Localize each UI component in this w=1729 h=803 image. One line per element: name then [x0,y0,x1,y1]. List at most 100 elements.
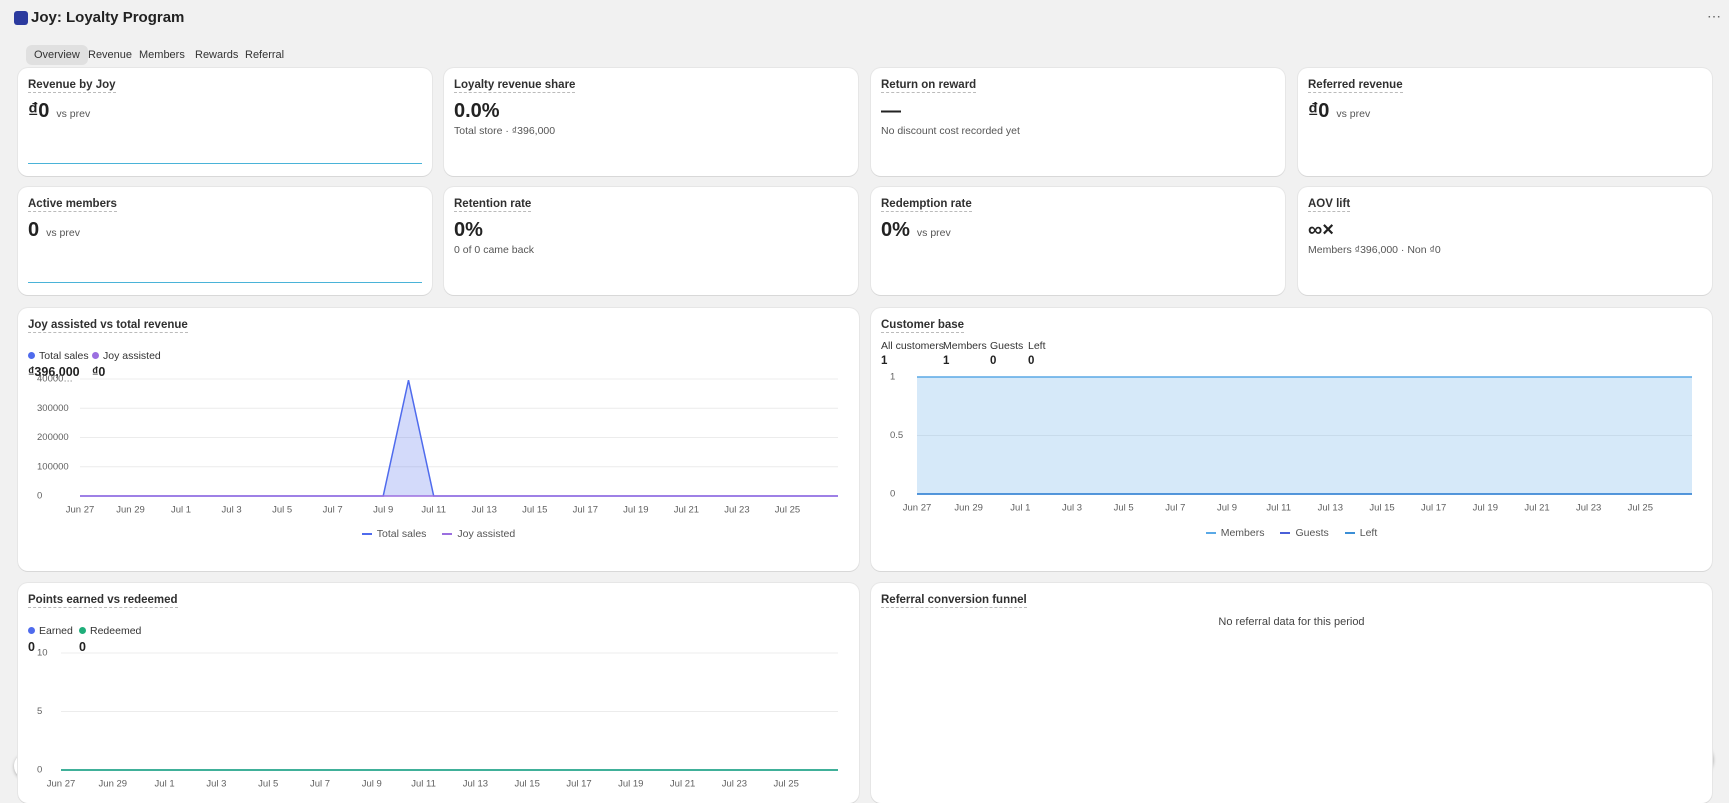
chart: 0 5 10 Jun 27 Jun 29 Jul 1 Jul 3 Jul 5 Jul 7 Jul … [37,648,838,790]
legend-label: Earned [39,625,73,637]
x-tick-label: Jun 29 [99,779,128,790]
tab[interactable]: Referral [245,49,285,61]
x-tick-label: Jul 17 [573,505,598,516]
sparkline [28,163,422,164]
y-tick-label: 300000 [37,403,69,414]
chart-title: Joy assisted vs total revenue [28,319,188,333]
x-tick-label: Jul 5 [258,779,278,790]
kpi-card: Active members 0 vs prev [18,187,432,295]
x-tick-label: Jun 27 [47,779,76,790]
legend-dot [92,352,99,359]
legend-dot [28,627,35,634]
x-tick-label: Jul 5 [1114,503,1134,514]
series-total: ₫0 [92,365,106,379]
x-tick-label: Jul 15 [1369,503,1394,514]
x-tick-label: Jul 7 [323,505,343,516]
legend-item: Total sales [28,350,89,362]
x-tick-label: Jul 5 [272,505,292,516]
tab[interactable]: Revenue [88,49,133,61]
x-tick-label: Jun 27 [66,505,95,516]
kpi-value: — [881,100,901,123]
sparkline [28,282,422,283]
x-tick-label: Jun 27 [903,503,932,514]
chart-card: Points earned vs redeemed Earned 0 Redeemed… [18,583,859,803]
x-tick-label: Jul 23 [722,779,747,790]
x-tick-label: Jul 19 [618,779,643,790]
kpi-title: Redemption rate [881,198,972,212]
kpi-card: Loyalty revenue share 0.0% Total store · ₫… [444,68,858,176]
x-tick-label: Jul 21 [674,505,699,516]
more-menu[interactable]: ⋯ [1707,8,1721,24]
stat-label: All customers [881,340,945,352]
legend-label: Members [1220,527,1265,539]
legend-label: Left [1359,527,1378,539]
x-tick-label: Jul 25 [774,779,799,790]
kpi-value: 0 vs prev [28,219,80,242]
kpi-title: Retention rate [454,198,532,212]
kpi-title: Return on reward [881,79,977,93]
x-tick-label: Jun 29 [954,503,983,514]
kpi-value: 0.0% [454,100,500,123]
stat-label: Guests [990,340,1024,352]
series-total: ₫396,000 [28,365,80,379]
y-tick-label: 5 [37,706,42,717]
x-tick-label: Jul 13 [1318,503,1343,514]
y-tick-label: 0.5 [890,430,903,441]
chart: 0 0.5 1 Jun 27 Jun 29 Jul 1 Jul 3 Jul 5 Jul 7 Jul… [890,372,1692,514]
kpi-value: 0% [454,219,483,242]
y-tick-label: 0 [37,491,42,502]
stat-label: Left [1028,340,1046,352]
kpi-note: No discount cost recorded yet [881,125,1020,137]
chart-title: Customer base [881,319,965,333]
stat-value: 1 [881,355,888,367]
x-tick-label: Jul 23 [724,505,749,516]
x-tick-label: Jul 7 [310,779,330,790]
kpi-suffix: vs prev [1336,108,1371,120]
y-tick-label: 0 [890,489,895,500]
x-tick-label: Jul 17 [566,779,591,790]
legend-item: Earned [28,625,73,637]
kpi-card: Referred revenue ₫0 vs prev [1298,68,1712,176]
series-area [917,377,1692,494]
app-logo [14,11,28,25]
y-tick-label: 40000… [37,374,73,385]
referral-card: Referral conversion funnel No referral da… [871,583,1712,803]
x-tick-label: Jul 11 [1266,503,1291,514]
legend-label: Redeemed [90,625,142,637]
kpi-value-text: — [881,100,901,122]
legend-swatch [442,533,453,536]
x-tick-label: Jul 3 [1062,503,1082,514]
kpi-suffix: vs prev [46,227,80,239]
legend-swatch [1280,532,1291,535]
kpi-note: Members ₫396,000 · Non ₫0 [1308,244,1441,256]
kpi-card: Retention rate 0% 0 of 0 came back [444,187,858,295]
kpi-card: Return on reward — No discount cost record… [871,68,1285,176]
x-tick-label: Jul 23 [1576,503,1601,514]
kpi-suffix: vs prev [916,227,951,239]
legend-label: Total sales [39,350,89,362]
empty-message: No referral data for this period [1218,616,1365,628]
x-tick-label: Jul 19 [1473,503,1498,514]
kpi-suffix: vs prev [56,108,91,120]
kpi-title: AOV lift [1308,198,1351,212]
x-tick-label: Jul 15 [515,779,540,790]
tab[interactable]: Rewards [195,49,239,61]
y-tick-label: 0 [37,765,42,776]
legend-item: Joy assisted [442,528,515,540]
kpi-value-text: ∞× [1308,219,1334,241]
tab[interactable]: Members [139,49,185,61]
legend: Total sales Joy assisted [18,528,859,540]
kpi-value-text: 0.0% [454,100,500,122]
x-tick-label: Jul 25 [775,505,800,516]
series-total: 0 [28,640,35,654]
x-tick-label: Jul 11 [411,779,436,790]
legend-label: Joy assisted [103,350,161,362]
card-title: Referral conversion funnel [881,594,1027,608]
legend-swatch [361,533,372,536]
tab[interactable]: Overview [26,45,88,65]
kpi-card: Revenue by Joy ₫0 vs prev [18,68,432,176]
x-tick-label: Jul 1 [155,779,175,790]
kpi-title: Revenue by Joy [28,79,116,93]
x-tick-label: Jul 11 [421,505,446,516]
